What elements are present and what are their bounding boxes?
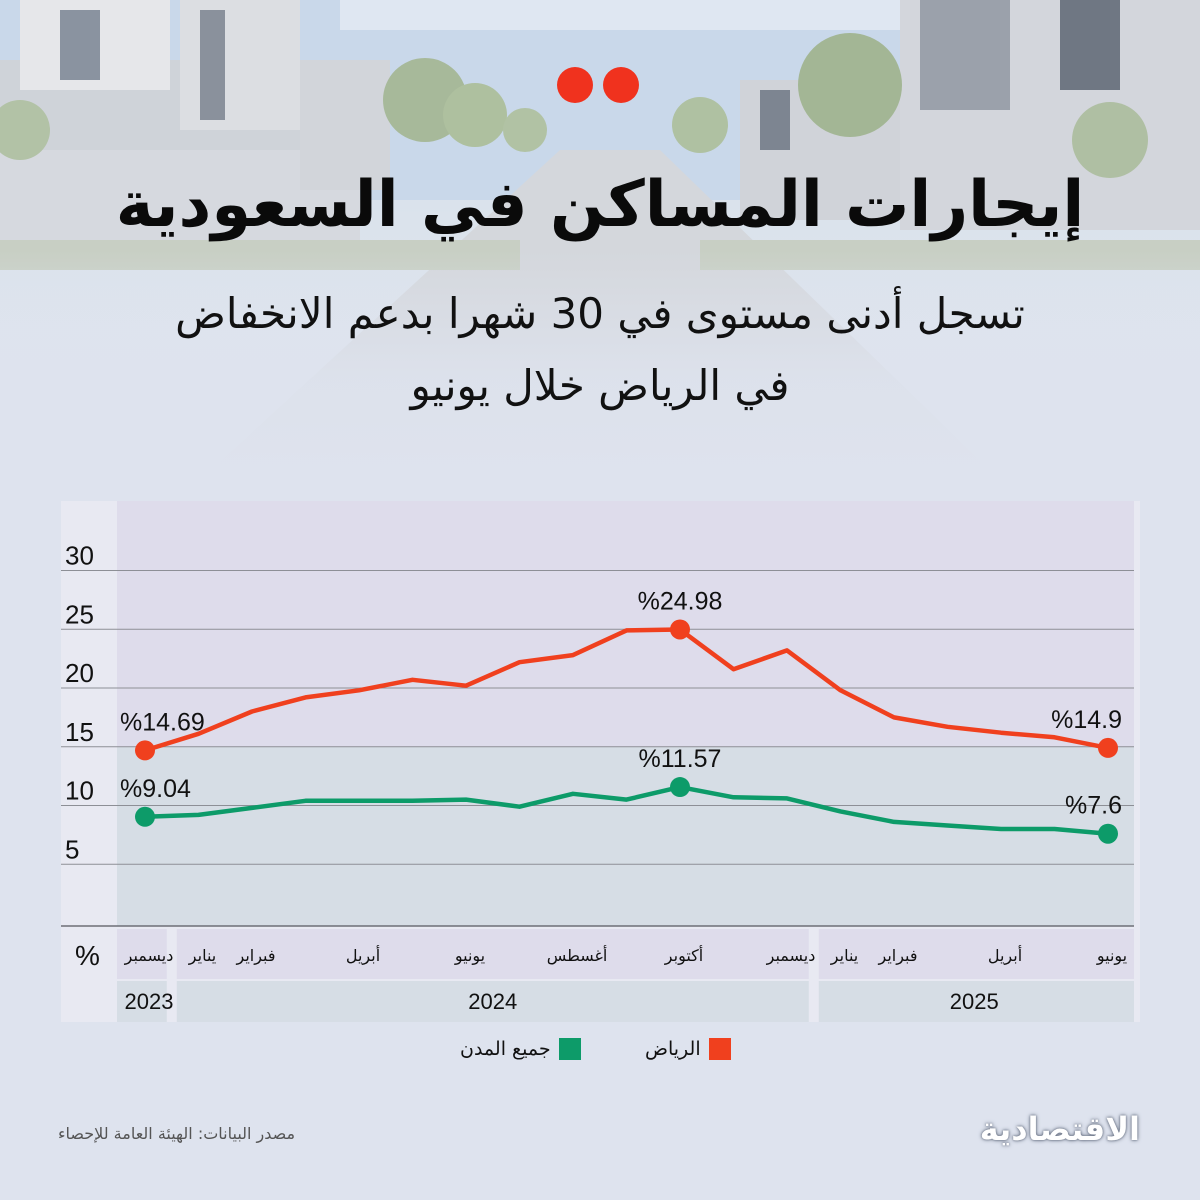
data-point-marker: [1098, 823, 1118, 844]
x-tick-label: فبراير: [235, 946, 275, 966]
page-title: إيجارات المساكن في السعودية: [115, 168, 1085, 242]
data-point-marker: [670, 619, 690, 640]
month-row-band: [117, 929, 167, 979]
year-label: 2025: [950, 989, 999, 1014]
y-tick-label: 25: [65, 599, 94, 629]
y-tick-label: 10: [65, 776, 94, 806]
year-label: 2023: [125, 989, 174, 1014]
data-label: %7.6: [1065, 792, 1122, 820]
x-tick-label: أكتوبر: [664, 945, 703, 966]
data-point-marker: [670, 777, 690, 798]
y-tick-label: 5: [65, 834, 79, 864]
hero-background: [0, 0, 1200, 480]
data-label: %14.69: [120, 708, 205, 736]
y-axis-gutter: [61, 501, 117, 1022]
subtitle-line-1: تسجل أدنى مستوى في 30 شهرا بدعم الانخفاض: [175, 289, 1025, 338]
legend-item-all-cities: جميع المدن: [460, 1038, 581, 1060]
data-point-marker: [135, 806, 155, 827]
x-tick-label: فبراير: [877, 946, 917, 966]
x-tick-label: ديسمبر: [124, 946, 174, 966]
month-row-band: [176, 929, 809, 979]
year-row-band: [818, 981, 1134, 1022]
y-tick-label: 20: [65, 658, 94, 688]
y-axis-unit-label: %: [75, 940, 100, 971]
data-label: %24.98: [638, 587, 723, 615]
riyadh-swatch-icon: [708, 1038, 731, 1060]
red-dot-icon: [603, 67, 639, 103]
data-label: %11.57: [639, 745, 722, 773]
x-tick-label: يناير: [830, 946, 858, 966]
data-label: %14.9: [1051, 706, 1122, 734]
data-source-note: مصدر البيانات: الهيئة العامة للإحصاء: [58, 1124, 296, 1143]
data-point-marker: [1098, 737, 1118, 758]
year-row-band: [117, 981, 167, 1022]
month-row-band: [818, 929, 1134, 979]
legend-label-riyadh: الرياض: [645, 1038, 701, 1060]
page-subtitle: تسجل أدنى مستوى في 30 شهرا بدعم الانخفاض…: [0, 278, 1200, 422]
subtitle-line-2: في الرياض خلال يونيو: [410, 361, 790, 410]
red-dot-icon: [557, 67, 593, 103]
year-row-band: [176, 981, 809, 1022]
x-tick-label: يونيو: [1096, 946, 1127, 966]
x-tick-label: يونيو: [454, 946, 485, 966]
x-tick-label: أبريل: [346, 945, 380, 966]
data-label: %9.04: [120, 775, 191, 803]
all-cities-swatch-icon: [558, 1038, 581, 1060]
x-tick-label: يناير: [188, 946, 216, 966]
series-line-riyadh: [142, 627, 1111, 753]
publisher-logo: الاقتصادية: [979, 1110, 1140, 1148]
legend-item-riyadh: الرياض: [645, 1038, 731, 1060]
data-point-marker: [135, 740, 155, 761]
x-tick-label: أبريل: [988, 945, 1022, 966]
legend-label-all-cities: جميع المدن: [460, 1038, 551, 1060]
plot-band-upper: [117, 501, 1134, 747]
hero-fade-overlay: [0, 250, 1200, 480]
chart-legend: الرياض جميع المدن: [0, 1038, 1200, 1066]
brand-dots-icon: [557, 67, 641, 105]
series-line-all-cities: [142, 784, 1111, 836]
plot-band-lower: [117, 746, 1134, 926]
x-tick-label: ديسمبر: [766, 946, 816, 966]
chart-card: 5 10 15 20 25 30% ديسمبر يناير فبراير أبريل يونيو أ…: [61, 501, 1140, 1022]
y-tick-label: 15: [65, 717, 94, 747]
y-tick-label: 30: [65, 541, 94, 571]
x-tick-label: أغسطس: [547, 945, 608, 966]
year-label: 2024: [468, 989, 517, 1014]
